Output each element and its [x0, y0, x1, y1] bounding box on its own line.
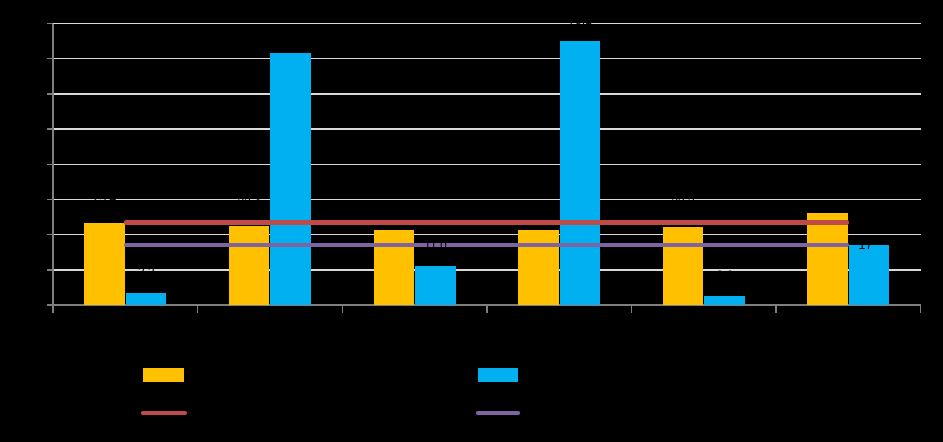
reference-line-red: [123, 220, 849, 225]
y-axis-tick: [46, 304, 53, 306]
x-axis-tick: [341, 305, 343, 313]
legend: [0, 355, 943, 442]
data-label-blue-5: 2.6: [716, 267, 734, 282]
bar-blue-1: [125, 293, 167, 305]
gridline: [53, 198, 921, 201]
legend-swatch-blue-bars: [478, 368, 519, 382]
bar-blue-2: [270, 52, 311, 305]
bar-yellow-2: [228, 226, 270, 305]
gridline: [53, 128, 921, 130]
data-label-blue-4: 75.1: [568, 12, 592, 27]
data-label-yellow-4: 21.4: [526, 198, 551, 213]
bar-yellow-5: [662, 226, 704, 305]
bar-yellow-3: [373, 230, 415, 305]
y-axis-tick: [46, 128, 53, 130]
bar-blue-4: [559, 40, 601, 305]
y-axis-tick: [46, 269, 53, 271]
bar-yellow-6: [807, 213, 848, 305]
y-axis-tick: [46, 93, 53, 95]
legend-swatch-purple-line: [476, 411, 520, 416]
data-label-yellow-5: 22.3: [671, 195, 695, 210]
x-axis-tick: [775, 305, 777, 313]
gridline: [53, 163, 921, 165]
data-label-blue-3: 11.0: [424, 238, 447, 253]
bar-blue-6: [848, 245, 890, 305]
x-axis-tick: [920, 305, 922, 313]
y-axis-tick: [46, 163, 53, 165]
x-axis-line: [46, 304, 921, 306]
reference-line-purple: [123, 242, 849, 248]
y-axis-tick: [46, 233, 53, 236]
gridline: [53, 93, 921, 95]
y-axis-tick: [46, 22, 53, 25]
x-axis-tick: [196, 305, 199, 313]
data-label-yellow-1: 23.4: [92, 191, 117, 206]
legend-swatch-yellow-bars: [143, 368, 185, 382]
bar-yellow-1: [84, 222, 125, 305]
gridline: [53, 269, 921, 271]
x-axis-tick: [486, 305, 488, 313]
data-label-blue-1: 3.3: [137, 265, 155, 280]
gridline: [53, 22, 921, 25]
bar-yellow-4: [518, 229, 559, 305]
bar-blue-3: [415, 266, 456, 305]
data-label-yellow-2: 22.4: [237, 194, 261, 209]
y-axis-line: [52, 23, 54, 310]
gridline: [53, 57, 921, 60]
y-axis-tick: [46, 57, 53, 60]
purple-line-end-label: 17: [858, 238, 873, 253]
data-label-yellow-3: 21.2: [382, 198, 406, 213]
data-label-yellow-6: 26.1: [815, 181, 840, 196]
y-axis-tick: [46, 198, 53, 201]
legend-swatch-red-line: [141, 411, 187, 416]
bar-blue-5: [704, 295, 745, 305]
gridline: [53, 233, 921, 236]
data-label-blue-2: 71.7: [279, 24, 303, 39]
x-axis-tick: [630, 305, 633, 313]
x-axis-tick: [52, 305, 54, 313]
